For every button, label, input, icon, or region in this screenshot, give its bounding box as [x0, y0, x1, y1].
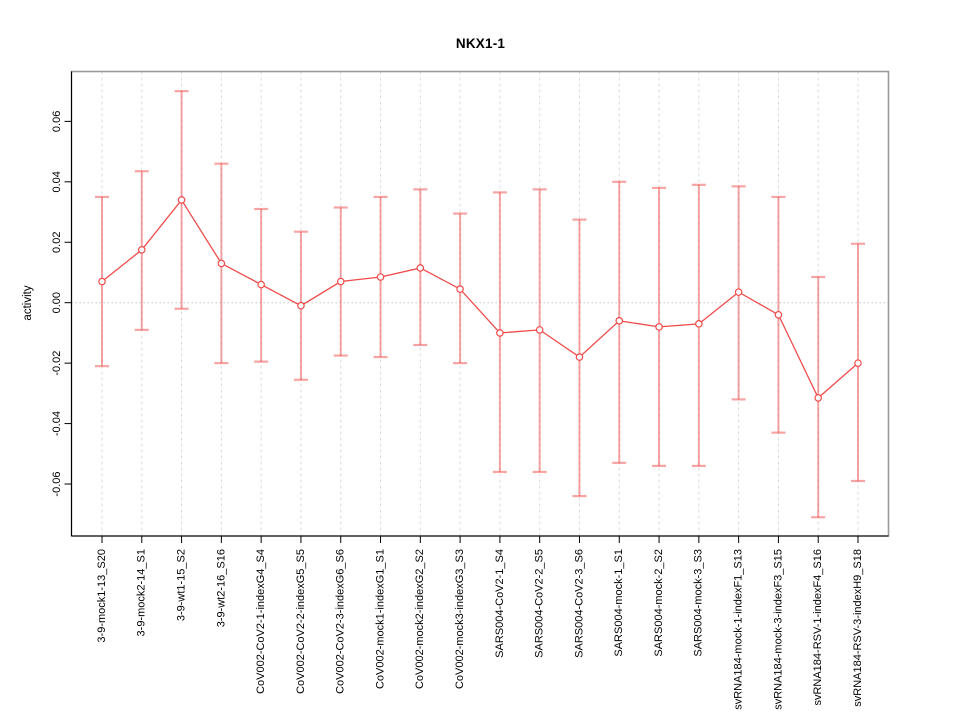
x-tick-label: svRNA184-RSV-1-indexF4_S16	[812, 549, 824, 706]
y-tick-label: 0.06	[51, 111, 63, 132]
x-tick-label: 3-9-wt1-15_S2	[175, 549, 187, 621]
x-tick-label: SARS004-mock-1_S1	[613, 549, 625, 657]
data-point	[217, 259, 226, 268]
x-tick-label: SARS004-CoV2-3_S6	[573, 549, 585, 658]
y-tick-label: -0.04	[51, 411, 63, 436]
data-point	[854, 359, 862, 367]
data-point	[416, 264, 425, 272]
x-tick-label: CoV002-mock1-indexG1_S1	[374, 549, 386, 689]
x-tick-label: SARS004-CoV2-1_S4	[494, 549, 506, 658]
series-line	[101, 198, 859, 399]
data-point	[456, 285, 464, 293]
x-tick-label: CoV002-CoV2-3-indexG6_S6	[335, 549, 347, 694]
data-point	[615, 317, 624, 325]
x-tick-label: SARS004-mock-2_S2	[653, 549, 665, 657]
data-point	[695, 320, 703, 328]
data-point	[496, 329, 504, 337]
x-tick-label: svRNA184-mock-1-indexF1_S13	[733, 549, 745, 710]
x-tick-label: svRNA184-mock-3-indexF3_S15	[772, 549, 784, 710]
data-point	[297, 301, 305, 310]
x-tick-label: CoV002-mock3-indexG3_S3	[454, 549, 466, 689]
x-tick-label: 3-9-mock2-14_S1	[136, 549, 148, 636]
x-tick-label: svRNA184-RSV-3-indexH9_S18	[852, 549, 864, 707]
data-point	[535, 326, 544, 334]
x-tick-label: CoV002-CoV2-1-indexG4_S4	[255, 549, 267, 694]
x-tick-label: SARS004-CoV2-2_S5	[534, 549, 546, 658]
data-point	[177, 196, 186, 204]
data-point	[257, 280, 265, 289]
y-tick-label: 0.04	[51, 171, 63, 192]
data-point	[814, 394, 823, 402]
x-tick-label: SARS004-mock-3_S3	[693, 549, 705, 657]
y-tick-label: -0.02	[51, 351, 63, 376]
data-point	[336, 277, 345, 286]
plot-box	[70, 70, 890, 537]
x-tick-label: 3-9-wt2-16_S16	[215, 549, 227, 627]
x-tick-label: 3-9-mock1-13_S20	[96, 549, 108, 643]
x-tick-label: CoV002-CoV2-2-indexG5_S5	[295, 549, 307, 694]
data-point	[137, 246, 146, 254]
y-tick-label: -0.06	[51, 471, 63, 496]
data-point	[376, 273, 385, 281]
data-point	[655, 323, 663, 331]
x-tick-label: CoV002-mock2-indexG2_S2	[414, 549, 426, 689]
data-point	[734, 288, 743, 296]
chart-title: NKX1-1	[455, 36, 506, 51]
data-point	[774, 310, 783, 319]
data-point	[575, 353, 584, 361]
y-tick-label: 0.02	[51, 232, 63, 253]
y-tick-label: 0.00	[51, 292, 63, 313]
data-point	[98, 277, 106, 286]
